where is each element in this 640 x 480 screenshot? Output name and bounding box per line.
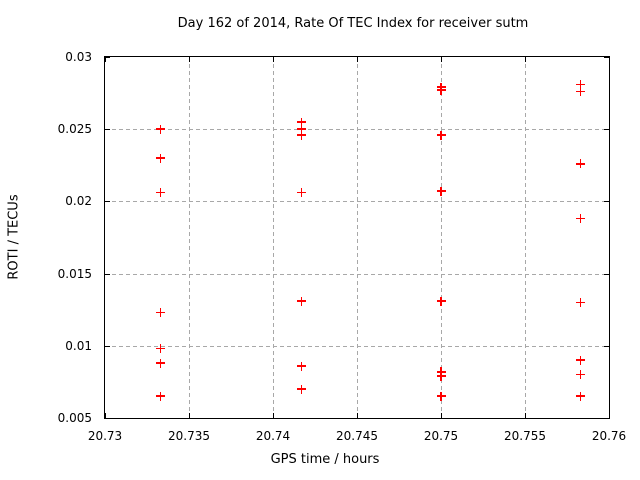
x-tick-mark-top [273, 57, 274, 62]
x-tick-label: 20.745 [336, 429, 378, 443]
x-tick-mark [273, 413, 274, 418]
gridline-vertical [357, 57, 358, 418]
data-point-marker [575, 87, 585, 97]
gridline-vertical [441, 57, 442, 418]
x-tick-mark-top [609, 57, 610, 62]
data-point-marker [155, 344, 165, 354]
y-tick-mark-right [604, 201, 609, 202]
x-tick-label: 20.755 [504, 429, 546, 443]
y-tick-mark-right [604, 57, 609, 58]
x-tick-mark-top [105, 57, 106, 62]
data-point-marker [575, 355, 585, 365]
data-point-marker [155, 153, 165, 163]
y-tick-mark-right [604, 346, 609, 347]
gridline-horizontal [105, 201, 609, 202]
y-tick-label: 0.005 [57, 411, 92, 425]
x-tick-mark [189, 413, 190, 418]
y-tick-label: 0.015 [57, 267, 92, 281]
data-point-marker [436, 296, 446, 306]
x-tick-label: 20.735 [168, 429, 210, 443]
data-point-marker [297, 188, 307, 198]
x-tick-mark [441, 413, 442, 418]
data-point-marker [297, 296, 307, 306]
y-tick-mark-right [604, 129, 609, 130]
y-tick-label: 0.03 [65, 50, 92, 64]
data-point-marker [297, 361, 307, 371]
y-tick-label: 0.02 [65, 194, 92, 208]
x-tick-mark-top [441, 57, 442, 62]
x-tick-mark-top [357, 57, 358, 62]
x-tick-label: 20.73 [87, 429, 123, 443]
data-point-marker [575, 214, 585, 224]
chart-title: Day 162 of 2014, Rate Of TEC Index for r… [177, 16, 529, 31]
data-point-marker [297, 130, 307, 140]
data-point-marker [436, 130, 446, 140]
gridline-horizontal [105, 274, 609, 275]
gridline-vertical [273, 57, 274, 418]
y-tick-label: 0.01 [65, 339, 92, 353]
x-axis-label: GPS time / hours [270, 452, 380, 467]
y-tick-mark [105, 201, 110, 202]
x-tick-label: 20.75 [423, 429, 459, 443]
y-tick-mark [105, 57, 110, 58]
gridline-horizontal [105, 129, 609, 130]
data-point-marker [575, 159, 585, 169]
data-point-marker [155, 308, 165, 318]
x-tick-mark [609, 413, 610, 418]
x-tick-mark [105, 413, 106, 418]
data-point-marker [155, 124, 165, 134]
gridline-horizontal [105, 346, 609, 347]
data-point-marker [575, 391, 585, 401]
y-tick-mark [105, 346, 110, 347]
data-point-marker [436, 186, 446, 196]
y-tick-mark-right [604, 274, 609, 275]
data-point-marker [436, 371, 446, 381]
data-point-marker [297, 124, 307, 134]
gridline-vertical [189, 57, 190, 418]
plot-area [104, 56, 610, 419]
data-point-marker [297, 117, 307, 127]
data-point-marker [297, 384, 307, 394]
y-tick-label: 0.025 [57, 122, 92, 136]
x-tick-mark-top [189, 57, 190, 62]
data-point-marker [155, 358, 165, 368]
data-point-marker [575, 79, 585, 89]
gridline-vertical [525, 57, 526, 418]
y-tick-mark [105, 129, 110, 130]
y-tick-mark-right [604, 418, 609, 419]
data-point-marker [155, 391, 165, 401]
y-tick-mark [105, 418, 110, 419]
x-tick-label: 20.76 [591, 429, 627, 443]
y-tick-mark [105, 274, 110, 275]
data-point-marker [436, 391, 446, 401]
x-tick-mark [357, 413, 358, 418]
data-point-marker [155, 188, 165, 198]
x-tick-mark [525, 413, 526, 418]
x-tick-mark-top [525, 57, 526, 62]
data-point-marker [436, 85, 446, 95]
data-point-marker [575, 298, 585, 307]
data-point-marker [575, 370, 585, 380]
x-tick-label: 20.74 [255, 429, 291, 443]
